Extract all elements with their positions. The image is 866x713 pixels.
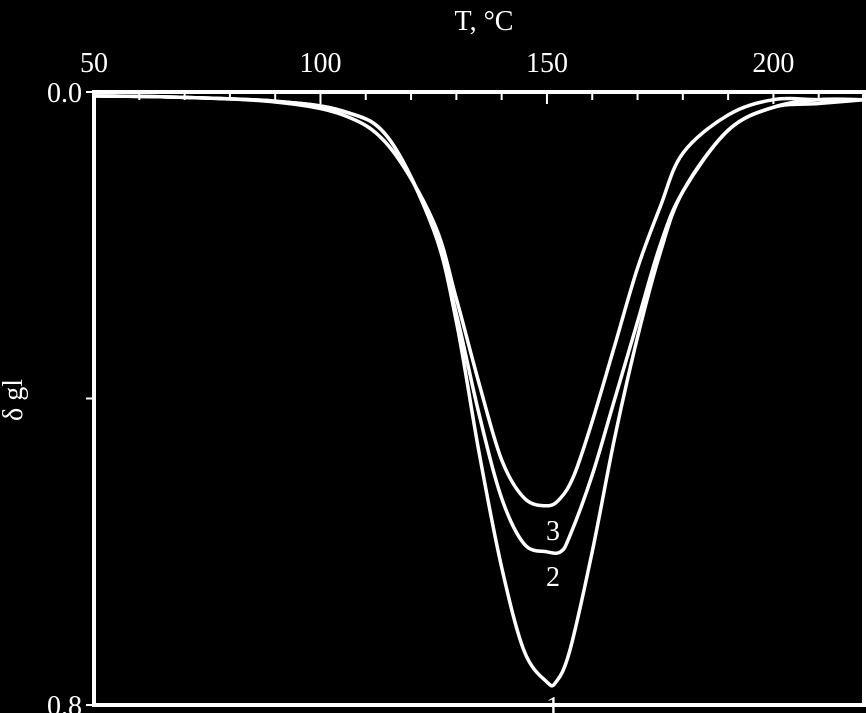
x-tick-label: 50 [80,48,108,79]
y-tick-label: 0.8 [47,691,82,713]
plot-frame [92,90,866,707]
x-tick-label: 150 [526,48,568,79]
series-line-2 [92,94,866,555]
x-tick-label: 100 [299,48,341,79]
series-label-3: 3 [546,516,560,547]
x-axis-title: T, °C [455,6,514,37]
series-label-2: 2 [546,562,560,593]
x-tick-label: 200 [752,48,794,79]
series-line-3 [92,94,866,508]
series-labels: 1 2 3 [546,516,560,713]
series-curves [92,94,866,688]
x-tick-labels: 50 100 150 200 [80,48,794,79]
y-tick-label: 0.0 [47,78,82,109]
y-tick-labels: 0.0 0.8 [47,78,82,713]
series-label-1: 1 [546,692,560,713]
y-axis-title: δ gl [0,379,29,421]
series-line-1 [92,94,866,688]
